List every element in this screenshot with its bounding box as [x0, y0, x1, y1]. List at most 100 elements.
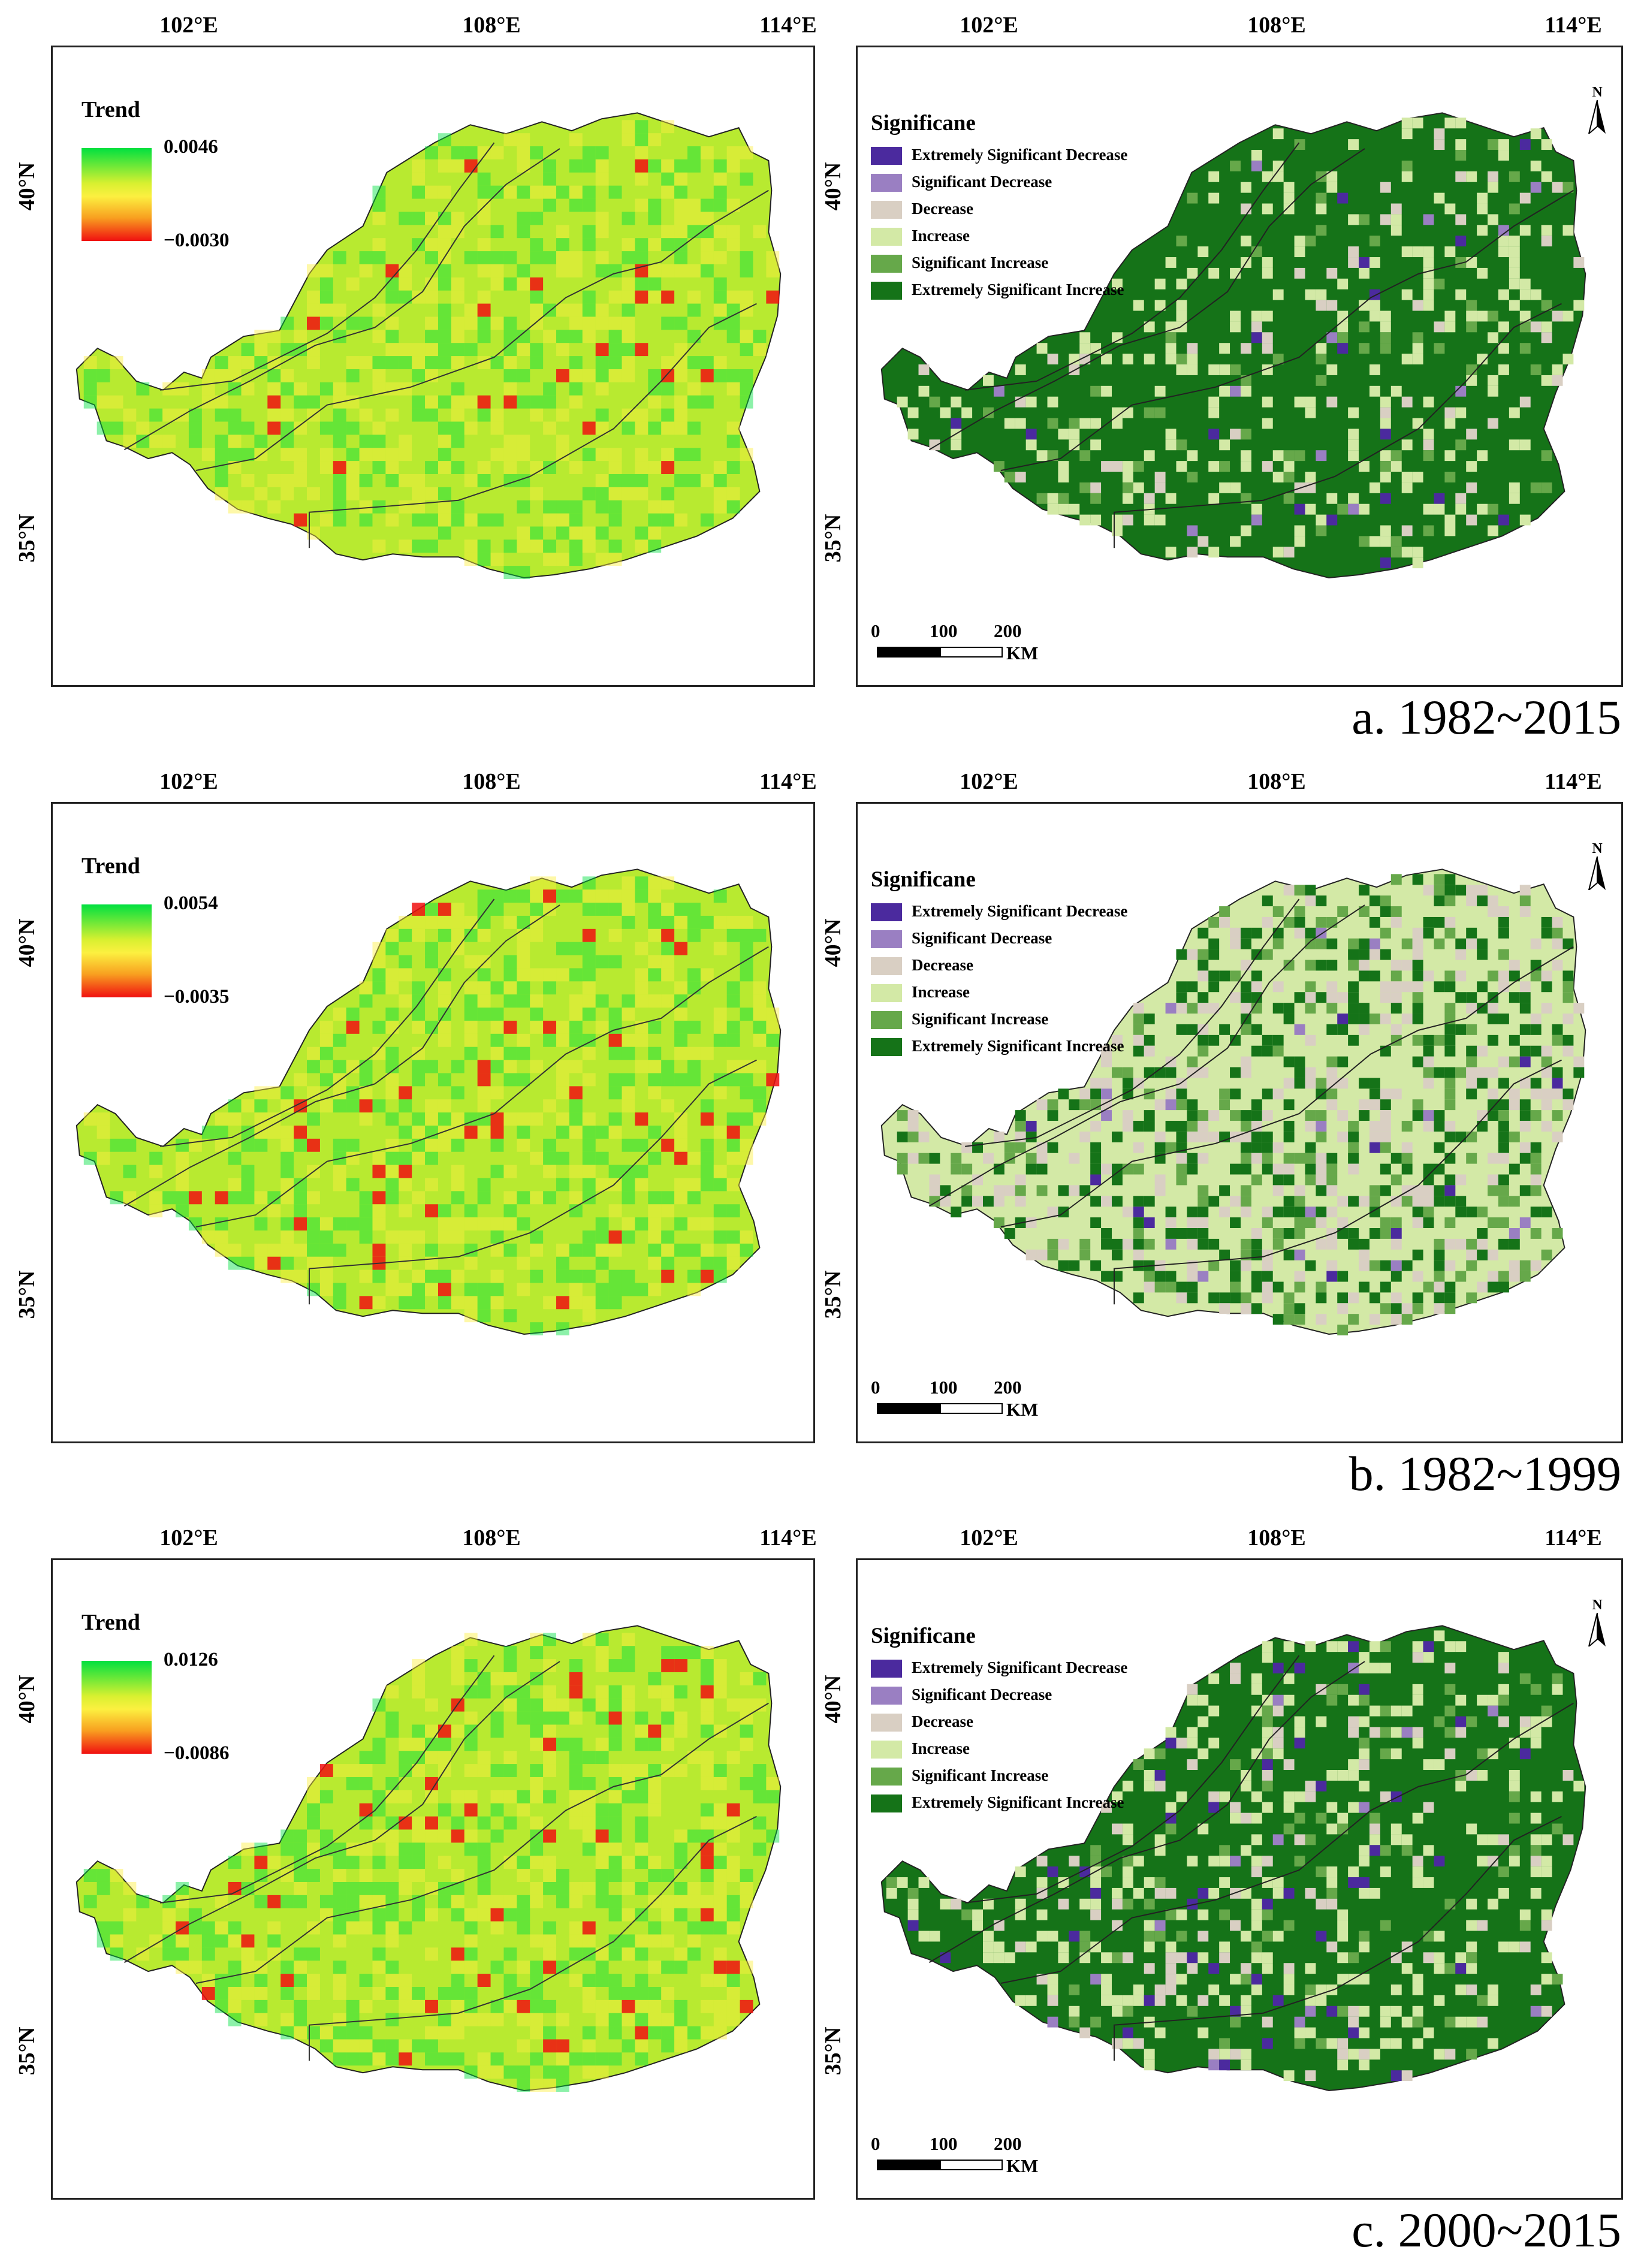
trend-cell — [543, 553, 557, 566]
significance-cell — [1262, 1153, 1273, 1164]
trend-cell — [385, 1724, 399, 1738]
trend-cell — [503, 915, 517, 929]
trend-cell — [215, 1934, 228, 1948]
significance-cell — [1165, 429, 1177, 440]
trend-cell — [176, 1138, 189, 1152]
significance-cell — [1369, 536, 1380, 547]
trend-cell — [306, 1191, 320, 1205]
significance-cell — [1262, 267, 1273, 279]
trend-cell — [674, 369, 687, 382]
significance-cell — [1154, 2027, 1166, 2038]
trend-cell — [267, 1947, 281, 1961]
trend-cell — [359, 1974, 373, 1987]
trend-cell — [569, 1816, 583, 1830]
trend-cell — [517, 994, 530, 1008]
trend-cell — [215, 1217, 228, 1230]
significance-cell — [1530, 1866, 1542, 1878]
significance-cell — [1466, 375, 1477, 386]
trend-cell — [740, 251, 753, 264]
significance-cell — [1359, 1014, 1370, 1024]
trend-cell — [674, 1764, 687, 1777]
significance-cell — [1359, 1941, 1370, 1953]
trend-cell — [726, 1125, 740, 1139]
significance-cell — [1477, 1003, 1488, 1014]
significance-cell — [1326, 2005, 1338, 2017]
lon-label: 108°E — [462, 1525, 521, 1551]
significance-cell — [1208, 949, 1220, 960]
trend-cell — [661, 1256, 675, 1270]
trend-cell — [687, 159, 701, 173]
trend-cell — [635, 251, 648, 264]
trend-cell — [543, 500, 557, 514]
significance-cell — [1337, 992, 1349, 1003]
trend-cell — [503, 1112, 517, 1126]
trend-cell — [464, 1947, 478, 1961]
significance-cell — [1122, 472, 1133, 482]
trend-cell — [96, 1112, 110, 1126]
significance-cell — [1230, 160, 1241, 171]
trend-cell — [333, 2013, 346, 2026]
trend-cell — [543, 1659, 557, 1672]
zone-boundaries — [928, 142, 1574, 548]
significance-cell — [1090, 1088, 1102, 1100]
trend-cell — [569, 1764, 583, 1777]
trend-cell — [556, 264, 569, 278]
trend-cell — [700, 251, 714, 264]
significance-cell — [1283, 1802, 1295, 1813]
trend-cell — [110, 356, 123, 369]
significance-cell — [918, 1931, 930, 1942]
significance-cell — [1337, 1770, 1349, 1781]
trend-cell — [110, 1934, 123, 1948]
significance-cell — [897, 1110, 908, 1121]
trend-cell — [425, 1881, 438, 1895]
trend-cell — [372, 539, 386, 553]
trend-cell — [648, 968, 662, 982]
trend-cell — [530, 146, 544, 159]
significance-cell — [1423, 1952, 1434, 1964]
trend-cell — [530, 1738, 544, 1751]
trend-cell — [569, 356, 583, 369]
significance-cell — [1466, 1024, 1477, 1035]
trend-cell — [740, 942, 753, 955]
trend-cell — [280, 1086, 294, 1100]
significance-cell — [1251, 503, 1262, 515]
trend-cell — [425, 1724, 438, 1738]
trend-cell — [372, 369, 386, 382]
significance-cell — [1466, 482, 1477, 493]
significance-cell — [1197, 1748, 1209, 1760]
trend-cell — [569, 1777, 583, 1790]
significance-cell — [1165, 1207, 1177, 1218]
trend-cell — [661, 1961, 675, 1974]
significance-cell — [993, 1196, 1005, 1207]
lat-label: 40°N — [821, 162, 846, 211]
trend-cell — [503, 955, 517, 969]
significance-cell — [1380, 1142, 1391, 1153]
significance-cell — [1144, 1238, 1155, 1250]
trend-cell — [346, 1008, 360, 1021]
trend-cell — [412, 1738, 426, 1751]
significance-cell — [1069, 439, 1080, 451]
trend-cell — [477, 1178, 491, 1192]
trend-cell — [319, 303, 333, 317]
trend-cell — [215, 461, 228, 474]
trend-cell — [490, 185, 504, 199]
trend-cell — [766, 1777, 780, 1790]
significance-cell — [1283, 916, 1295, 928]
trend-cell — [241, 1191, 255, 1205]
trend-cell — [569, 889, 583, 903]
significance-cell — [1112, 1131, 1123, 1142]
significance-cell — [1144, 1281, 1155, 1293]
significance-cell — [1380, 525, 1391, 536]
significance-cell — [1219, 1856, 1230, 1867]
significance-cell — [1509, 1260, 1520, 1271]
significance-cell — [1369, 1845, 1380, 1856]
significance-cell — [1519, 1217, 1531, 1229]
trend-cell — [635, 2052, 648, 2066]
significance-cell — [1498, 1153, 1509, 1164]
significance-cell — [1305, 503, 1316, 515]
trend-cell — [385, 1060, 399, 1073]
trend-cell — [622, 1698, 635, 1712]
scale-tick-0: 0 — [871, 2133, 880, 2154]
significance-cell — [1444, 1705, 1456, 1717]
trend-cell — [608, 369, 622, 382]
